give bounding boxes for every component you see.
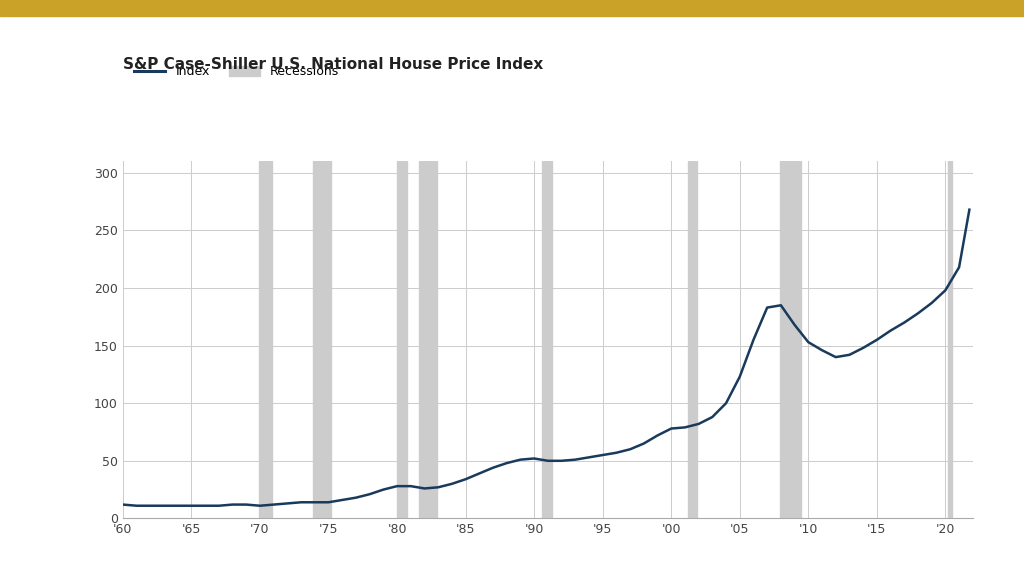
Text: D: D	[886, 34, 925, 79]
Text: S&P Case-Shiller U.S. National House Price Index: S&P Case-Shiller U.S. National House Pri…	[123, 57, 543, 72]
Bar	[259, 161, 272, 518]
Text: NATIONAL HOUSE PRICE INDEX: NATIONAL HOUSE PRICE INDEX	[20, 46, 551, 75]
Text: ICKSON: ICKSON	[914, 44, 1022, 69]
Bar	[779, 161, 802, 518]
Bar	[0, 0, 1024, 16]
Bar	[948, 161, 952, 518]
Bar	[688, 161, 697, 518]
Bar	[313, 161, 331, 518]
Bar	[397, 161, 407, 518]
Text: R E A L T Y: R E A L T Y	[916, 84, 972, 94]
Bar	[419, 161, 437, 518]
Bar	[543, 161, 552, 518]
Legend: Index, Recessions: Index, Recessions	[129, 60, 344, 84]
